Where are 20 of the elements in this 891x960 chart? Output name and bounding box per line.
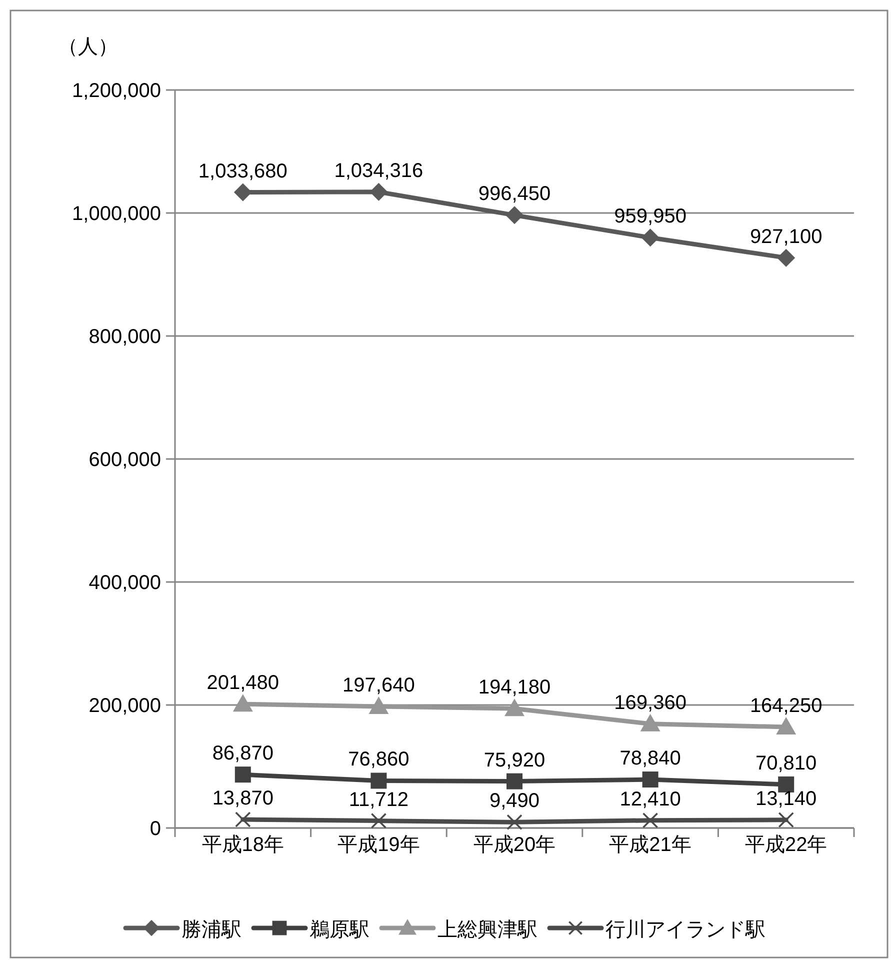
point [778,776,794,792]
point [504,698,524,716]
point [778,812,794,828]
point [776,716,796,734]
point [232,694,253,712]
point [506,206,524,224]
point [370,812,387,829]
point [642,772,658,788]
point [506,814,522,830]
point [642,812,658,828]
point [234,766,251,783]
point [777,248,796,267]
point [641,228,660,247]
point [370,182,388,201]
point [640,714,660,732]
point [234,183,252,202]
point [370,772,387,789]
point [235,812,251,828]
point [368,696,389,714]
point [506,773,522,790]
